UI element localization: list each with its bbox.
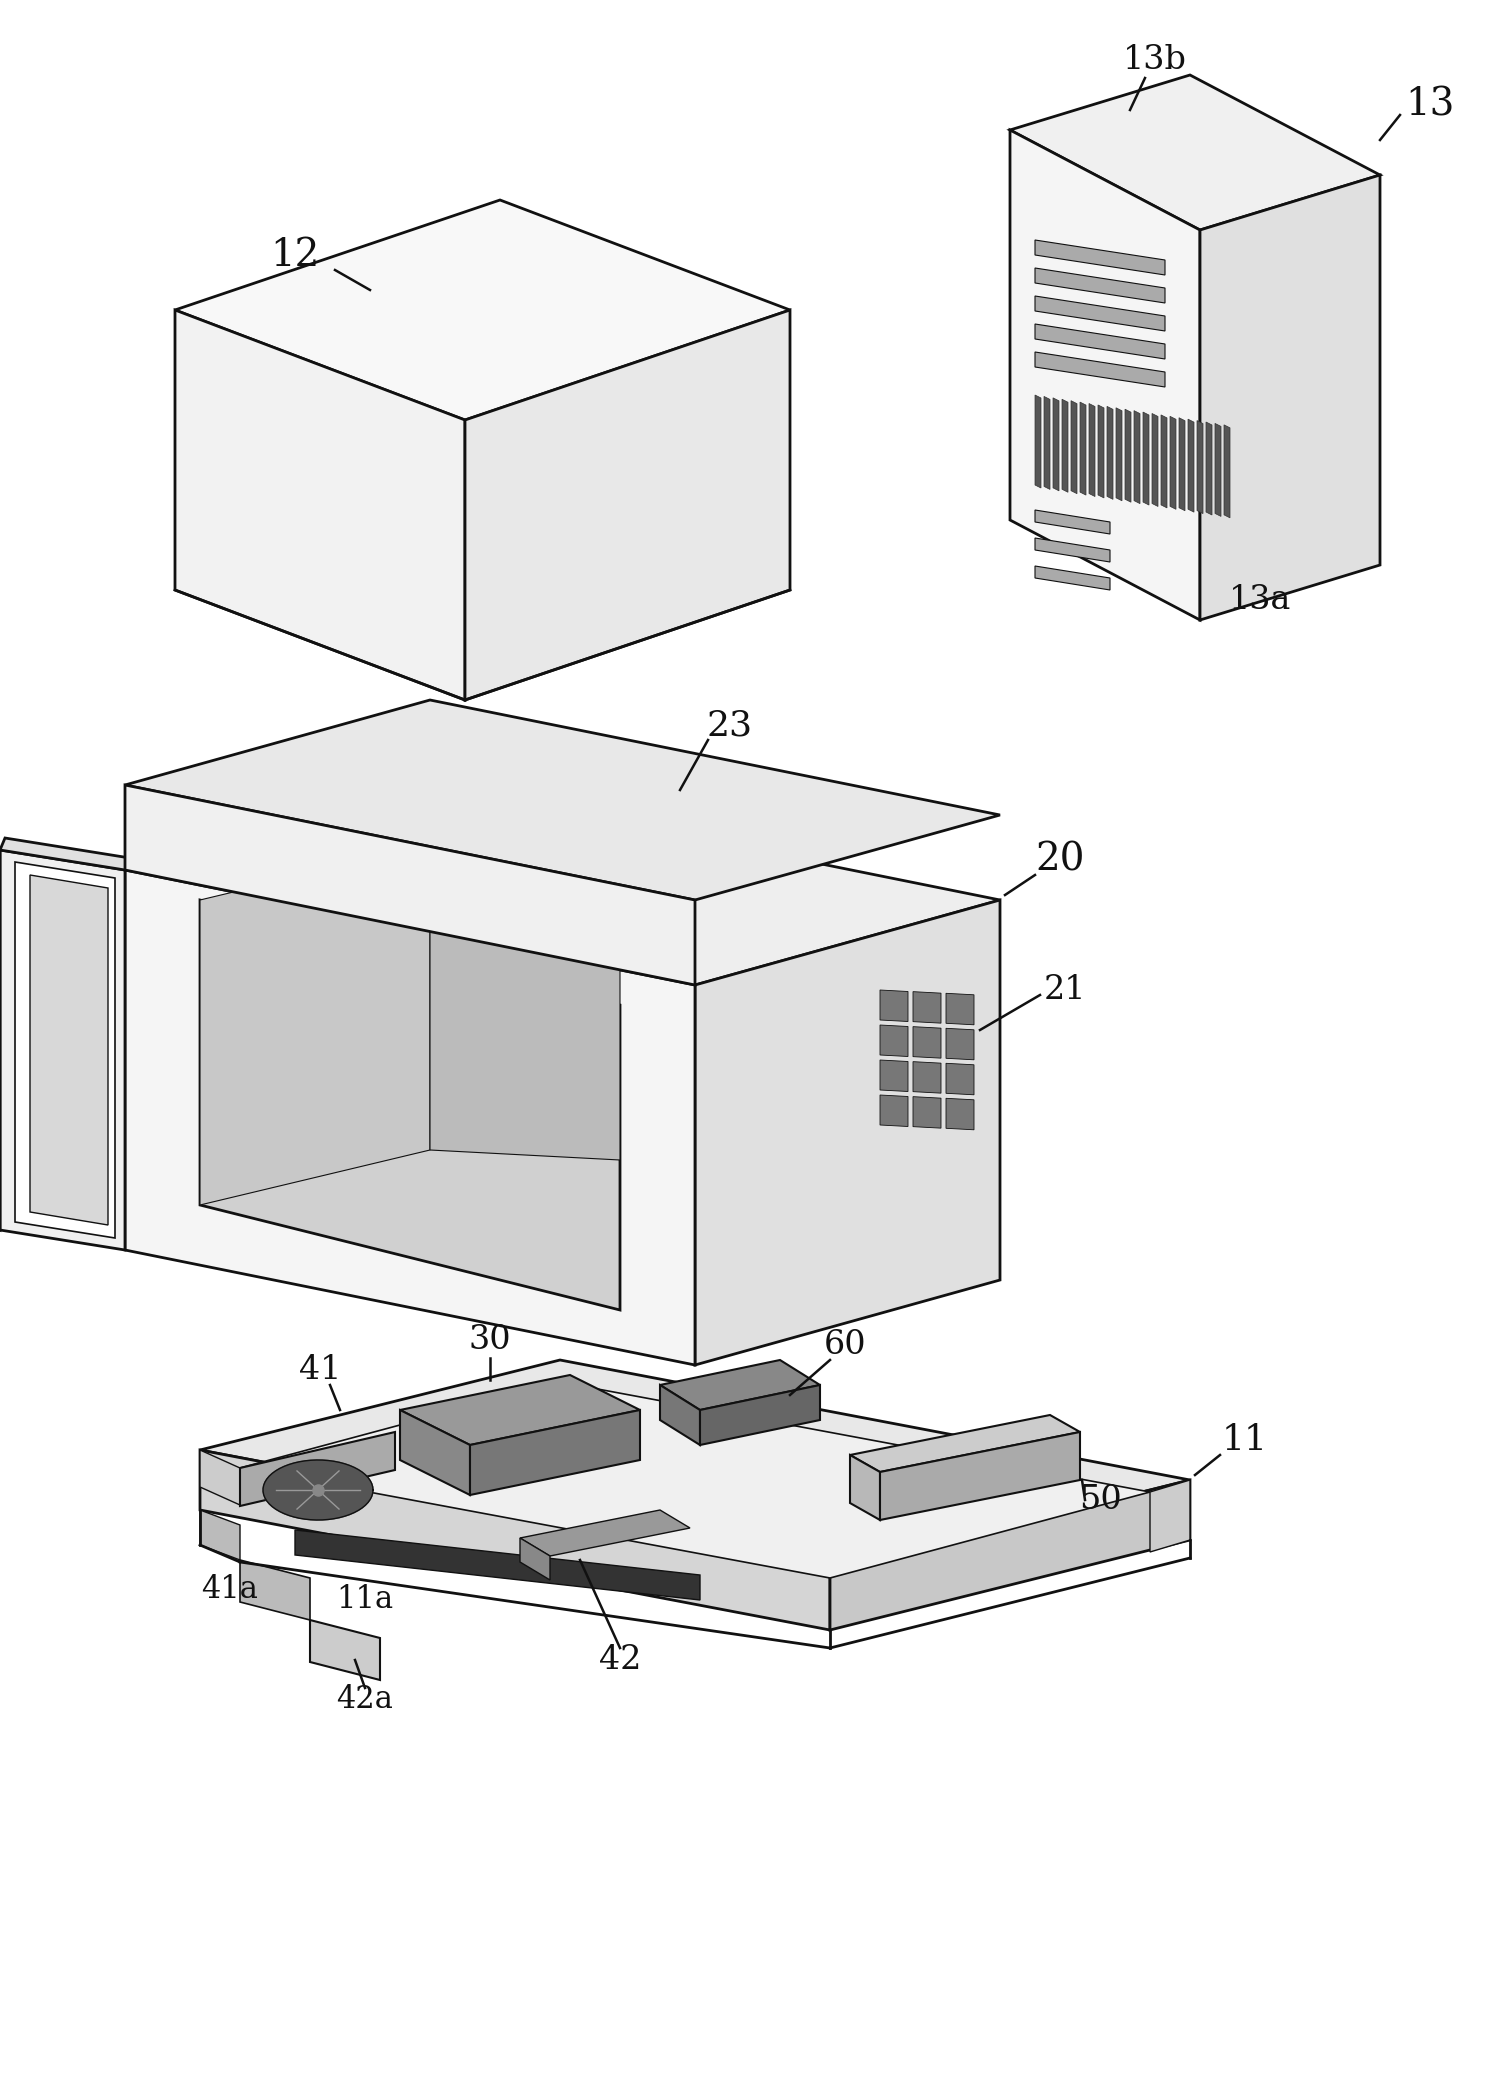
Polygon shape xyxy=(830,1480,1190,1629)
Text: 23: 23 xyxy=(706,708,753,743)
Polygon shape xyxy=(1063,400,1069,493)
Polygon shape xyxy=(879,1432,1081,1519)
Polygon shape xyxy=(1160,414,1166,508)
Polygon shape xyxy=(430,845,621,1159)
Polygon shape xyxy=(470,1411,640,1494)
Polygon shape xyxy=(1054,397,1060,491)
Polygon shape xyxy=(1036,268,1165,304)
Polygon shape xyxy=(400,1411,470,1494)
Polygon shape xyxy=(945,1028,974,1059)
Text: 21: 21 xyxy=(1043,974,1087,1005)
Polygon shape xyxy=(1133,410,1139,504)
Polygon shape xyxy=(1036,395,1042,489)
Polygon shape xyxy=(945,1063,974,1095)
Text: 41a: 41a xyxy=(201,1575,259,1607)
Polygon shape xyxy=(240,1561,310,1619)
Polygon shape xyxy=(30,874,108,1226)
Polygon shape xyxy=(694,899,999,1365)
Polygon shape xyxy=(1045,395,1051,489)
Text: 60: 60 xyxy=(824,1330,866,1361)
Polygon shape xyxy=(0,839,129,870)
Polygon shape xyxy=(1036,510,1111,535)
Polygon shape xyxy=(1010,75,1380,231)
Polygon shape xyxy=(1072,402,1078,493)
Text: 11a: 11a xyxy=(337,1584,394,1615)
Text: 50: 50 xyxy=(1079,1484,1121,1515)
Polygon shape xyxy=(1108,406,1114,499)
Polygon shape xyxy=(879,1095,908,1126)
Polygon shape xyxy=(1199,175,1380,620)
Polygon shape xyxy=(1036,539,1111,562)
Polygon shape xyxy=(200,1450,830,1629)
Text: 12: 12 xyxy=(271,237,320,273)
Polygon shape xyxy=(125,699,999,899)
Polygon shape xyxy=(310,1619,380,1679)
Polygon shape xyxy=(174,200,791,420)
Polygon shape xyxy=(174,310,464,699)
Text: 11: 11 xyxy=(1222,1423,1269,1457)
Polygon shape xyxy=(1036,566,1111,591)
Polygon shape xyxy=(1090,404,1096,497)
Polygon shape xyxy=(125,785,694,984)
Polygon shape xyxy=(125,870,694,1365)
Polygon shape xyxy=(1099,406,1105,497)
Polygon shape xyxy=(912,1097,941,1128)
Polygon shape xyxy=(0,849,125,1251)
Polygon shape xyxy=(263,1461,373,1519)
Polygon shape xyxy=(1126,410,1130,502)
Polygon shape xyxy=(1142,412,1148,506)
Polygon shape xyxy=(520,1538,550,1579)
Polygon shape xyxy=(879,1026,908,1057)
Polygon shape xyxy=(660,1361,821,1411)
Polygon shape xyxy=(912,1026,941,1057)
Polygon shape xyxy=(1178,418,1184,510)
Polygon shape xyxy=(400,1376,640,1444)
Polygon shape xyxy=(1036,352,1165,387)
Polygon shape xyxy=(1010,129,1199,620)
Polygon shape xyxy=(1223,425,1229,518)
Polygon shape xyxy=(912,993,941,1024)
Polygon shape xyxy=(1117,408,1123,502)
Polygon shape xyxy=(879,991,908,1022)
Polygon shape xyxy=(1036,239,1165,275)
Polygon shape xyxy=(879,1059,908,1093)
Polygon shape xyxy=(945,993,974,1024)
Text: 13a: 13a xyxy=(1229,585,1291,616)
Polygon shape xyxy=(1205,422,1211,514)
Polygon shape xyxy=(200,1450,240,1505)
Polygon shape xyxy=(1169,416,1175,510)
Polygon shape xyxy=(1214,422,1220,516)
Polygon shape xyxy=(125,785,999,984)
Polygon shape xyxy=(200,899,621,1311)
Text: 20: 20 xyxy=(1036,841,1085,878)
Polygon shape xyxy=(240,1432,395,1507)
Polygon shape xyxy=(1196,420,1202,514)
Polygon shape xyxy=(945,1099,974,1130)
Text: 13b: 13b xyxy=(1123,44,1187,77)
Polygon shape xyxy=(200,1361,1190,1569)
Text: 42: 42 xyxy=(598,1644,642,1675)
Polygon shape xyxy=(200,1511,240,1561)
Text: 42a: 42a xyxy=(337,1684,394,1715)
Text: 13: 13 xyxy=(1405,87,1455,123)
Polygon shape xyxy=(240,1382,1150,1577)
Polygon shape xyxy=(520,1511,690,1557)
Polygon shape xyxy=(200,845,430,1205)
Polygon shape xyxy=(464,310,791,699)
Polygon shape xyxy=(1151,414,1157,506)
Polygon shape xyxy=(700,1386,821,1444)
Polygon shape xyxy=(660,1386,700,1444)
Text: 30: 30 xyxy=(469,1324,511,1357)
Polygon shape xyxy=(851,1415,1081,1471)
Polygon shape xyxy=(15,862,116,1238)
Polygon shape xyxy=(1036,296,1165,331)
Polygon shape xyxy=(851,1455,879,1519)
Polygon shape xyxy=(1187,418,1193,512)
Polygon shape xyxy=(912,1061,941,1093)
Polygon shape xyxy=(1081,402,1087,495)
Polygon shape xyxy=(1036,325,1165,360)
Text: 41: 41 xyxy=(299,1355,341,1386)
Polygon shape xyxy=(295,1530,700,1600)
Polygon shape xyxy=(1150,1480,1190,1552)
